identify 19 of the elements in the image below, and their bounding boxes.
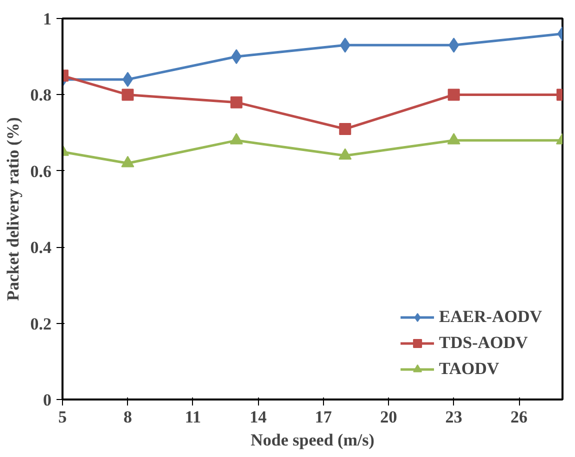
x-tick-label: 20	[380, 408, 398, 426]
y-tick-label: 0.4	[30, 238, 52, 258]
legend-label: TAODV	[439, 359, 500, 379]
x-tick-label: 17	[314, 408, 332, 426]
x-tick-label: 26	[510, 408, 528, 426]
x-tick-label: 5	[58, 408, 67, 426]
x-tick-label: 23	[445, 408, 462, 426]
legend-label: TDS-AODV	[439, 333, 528, 353]
y-tick-label: 0	[43, 390, 52, 410]
y-tick-label: 0.6	[30, 162, 52, 181]
x-tick-label: 14	[250, 408, 268, 426]
y-tick-label: 0.2	[30, 314, 52, 334]
x-axis-title: Node speed (m/s)	[250, 430, 374, 450]
x-tick-label: 11	[184, 408, 201, 426]
y-tick-label: 1	[43, 10, 52, 28]
x-tick-label: 8	[123, 408, 132, 426]
y-axis-title: Packet delivery ratio (%)	[3, 117, 22, 301]
y-tick-label: 0.8	[30, 86, 52, 105]
legend-label: EAER-AODV	[439, 307, 542, 327]
